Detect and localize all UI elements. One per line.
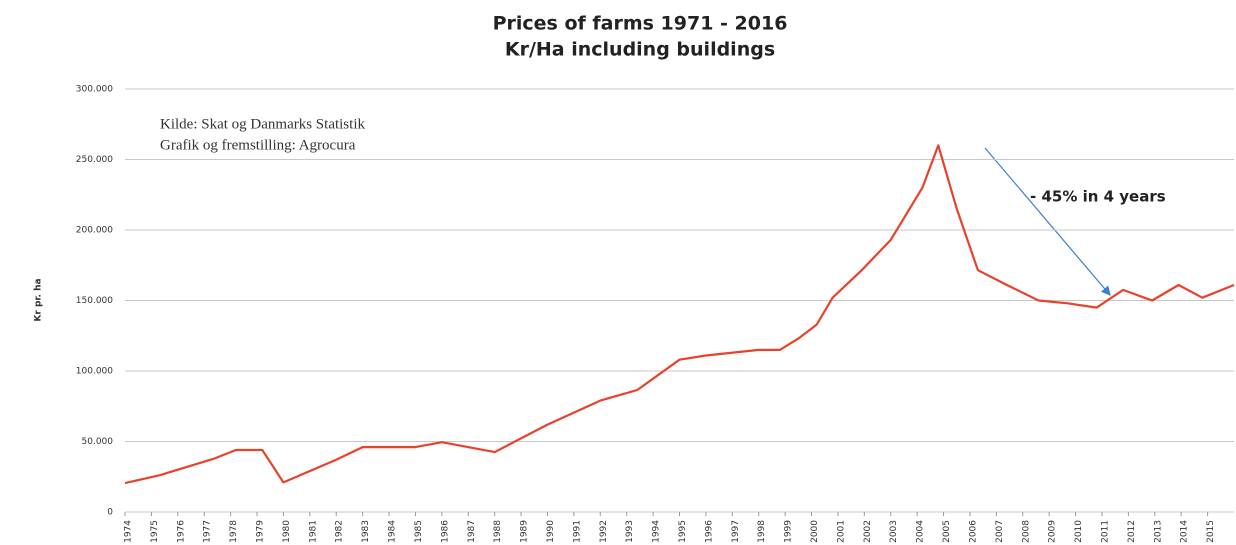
x-tick-label: 1983 [361,520,371,543]
x-tick-label: 1991 [572,520,582,543]
x-tick-label: 1984 [388,520,398,543]
chart-subtitle: Kr/Ha including buildings [505,39,775,61]
x-tick-label: 1978 [229,520,239,543]
x-tick-label: 1994 [652,520,662,543]
x-tick-label: 2003 [889,520,899,543]
x-tick-label: 1979 [256,520,266,543]
x-tick-label: 2013 [1153,520,1163,543]
x-tick-label: 2007 [995,520,1005,543]
x-tick-label: 2011 [1100,520,1110,543]
x-tick-label: 1999 [784,520,794,543]
x-tick-label: 2014 [1180,520,1190,543]
annotation-arrow [984,147,1111,296]
chart-title: Prices of farms 1971 - 2016 [493,13,788,35]
x-tick-label: 1992 [599,520,609,543]
x-tick-label: 2010 [1074,520,1084,543]
x-tick-label: 1997 [731,520,741,543]
x-tick-label: 2005 [942,520,952,543]
x-tick-label: 1989 [520,520,530,543]
y-tick-label: 300.000 [76,85,113,95]
x-tick-label: 1980 [282,520,292,543]
source-note: Kilde: Skat og Danmarks Statistik [160,116,365,132]
x-tick-label: 2015 [1206,520,1216,543]
x-tick-label: 1977 [203,520,213,543]
x-tick-label: 1998 [757,520,767,543]
x-tick-label: 2000 [810,520,820,543]
y-tick-label: 0 [107,508,113,518]
annotation: - 45% in 4 years [1030,188,1166,206]
x-tick-label: 1988 [493,520,503,543]
x-tick-label: 1996 [704,520,714,543]
x-tick-label: 1976 [176,520,186,543]
x-tick-label: 2002 [863,520,873,543]
y-tick-label: 50.000 [82,437,114,447]
x-tick-label: 1981 [308,520,318,543]
y-axis-label: Kr pr. ha [34,278,44,321]
credit-note: Grafik og fremstilling: Agrocura [160,137,356,153]
x-tick-label: 2004 [916,520,926,543]
y-tick-label: 150.000 [76,296,113,306]
x-tick-label: 1986 [440,520,450,543]
data-line [124,144,1235,485]
x-tick-label: 2012 [1127,520,1137,543]
x-tick-label: 2006 [968,520,978,543]
x-tick-label: 1995 [678,520,688,543]
x-tick-label: 1985 [414,520,424,543]
x-tick-label: 1987 [467,520,477,543]
x-tick-label: 2008 [1021,520,1031,543]
x-tick-label: 2009 [1048,520,1058,543]
y-tick-label: 250.000 [76,155,113,165]
y-tick-label: 200.000 [76,226,113,236]
x-tick-label: 2001 [836,520,846,543]
x-tick-label: 1993 [625,520,635,543]
x-tick-label: 1990 [546,520,556,543]
x-tick-label: 1982 [335,520,345,543]
x-tick-label: 1974 [124,520,134,543]
y-tick-label: 100.000 [76,367,113,377]
x-tick-label: 1975 [150,520,160,543]
